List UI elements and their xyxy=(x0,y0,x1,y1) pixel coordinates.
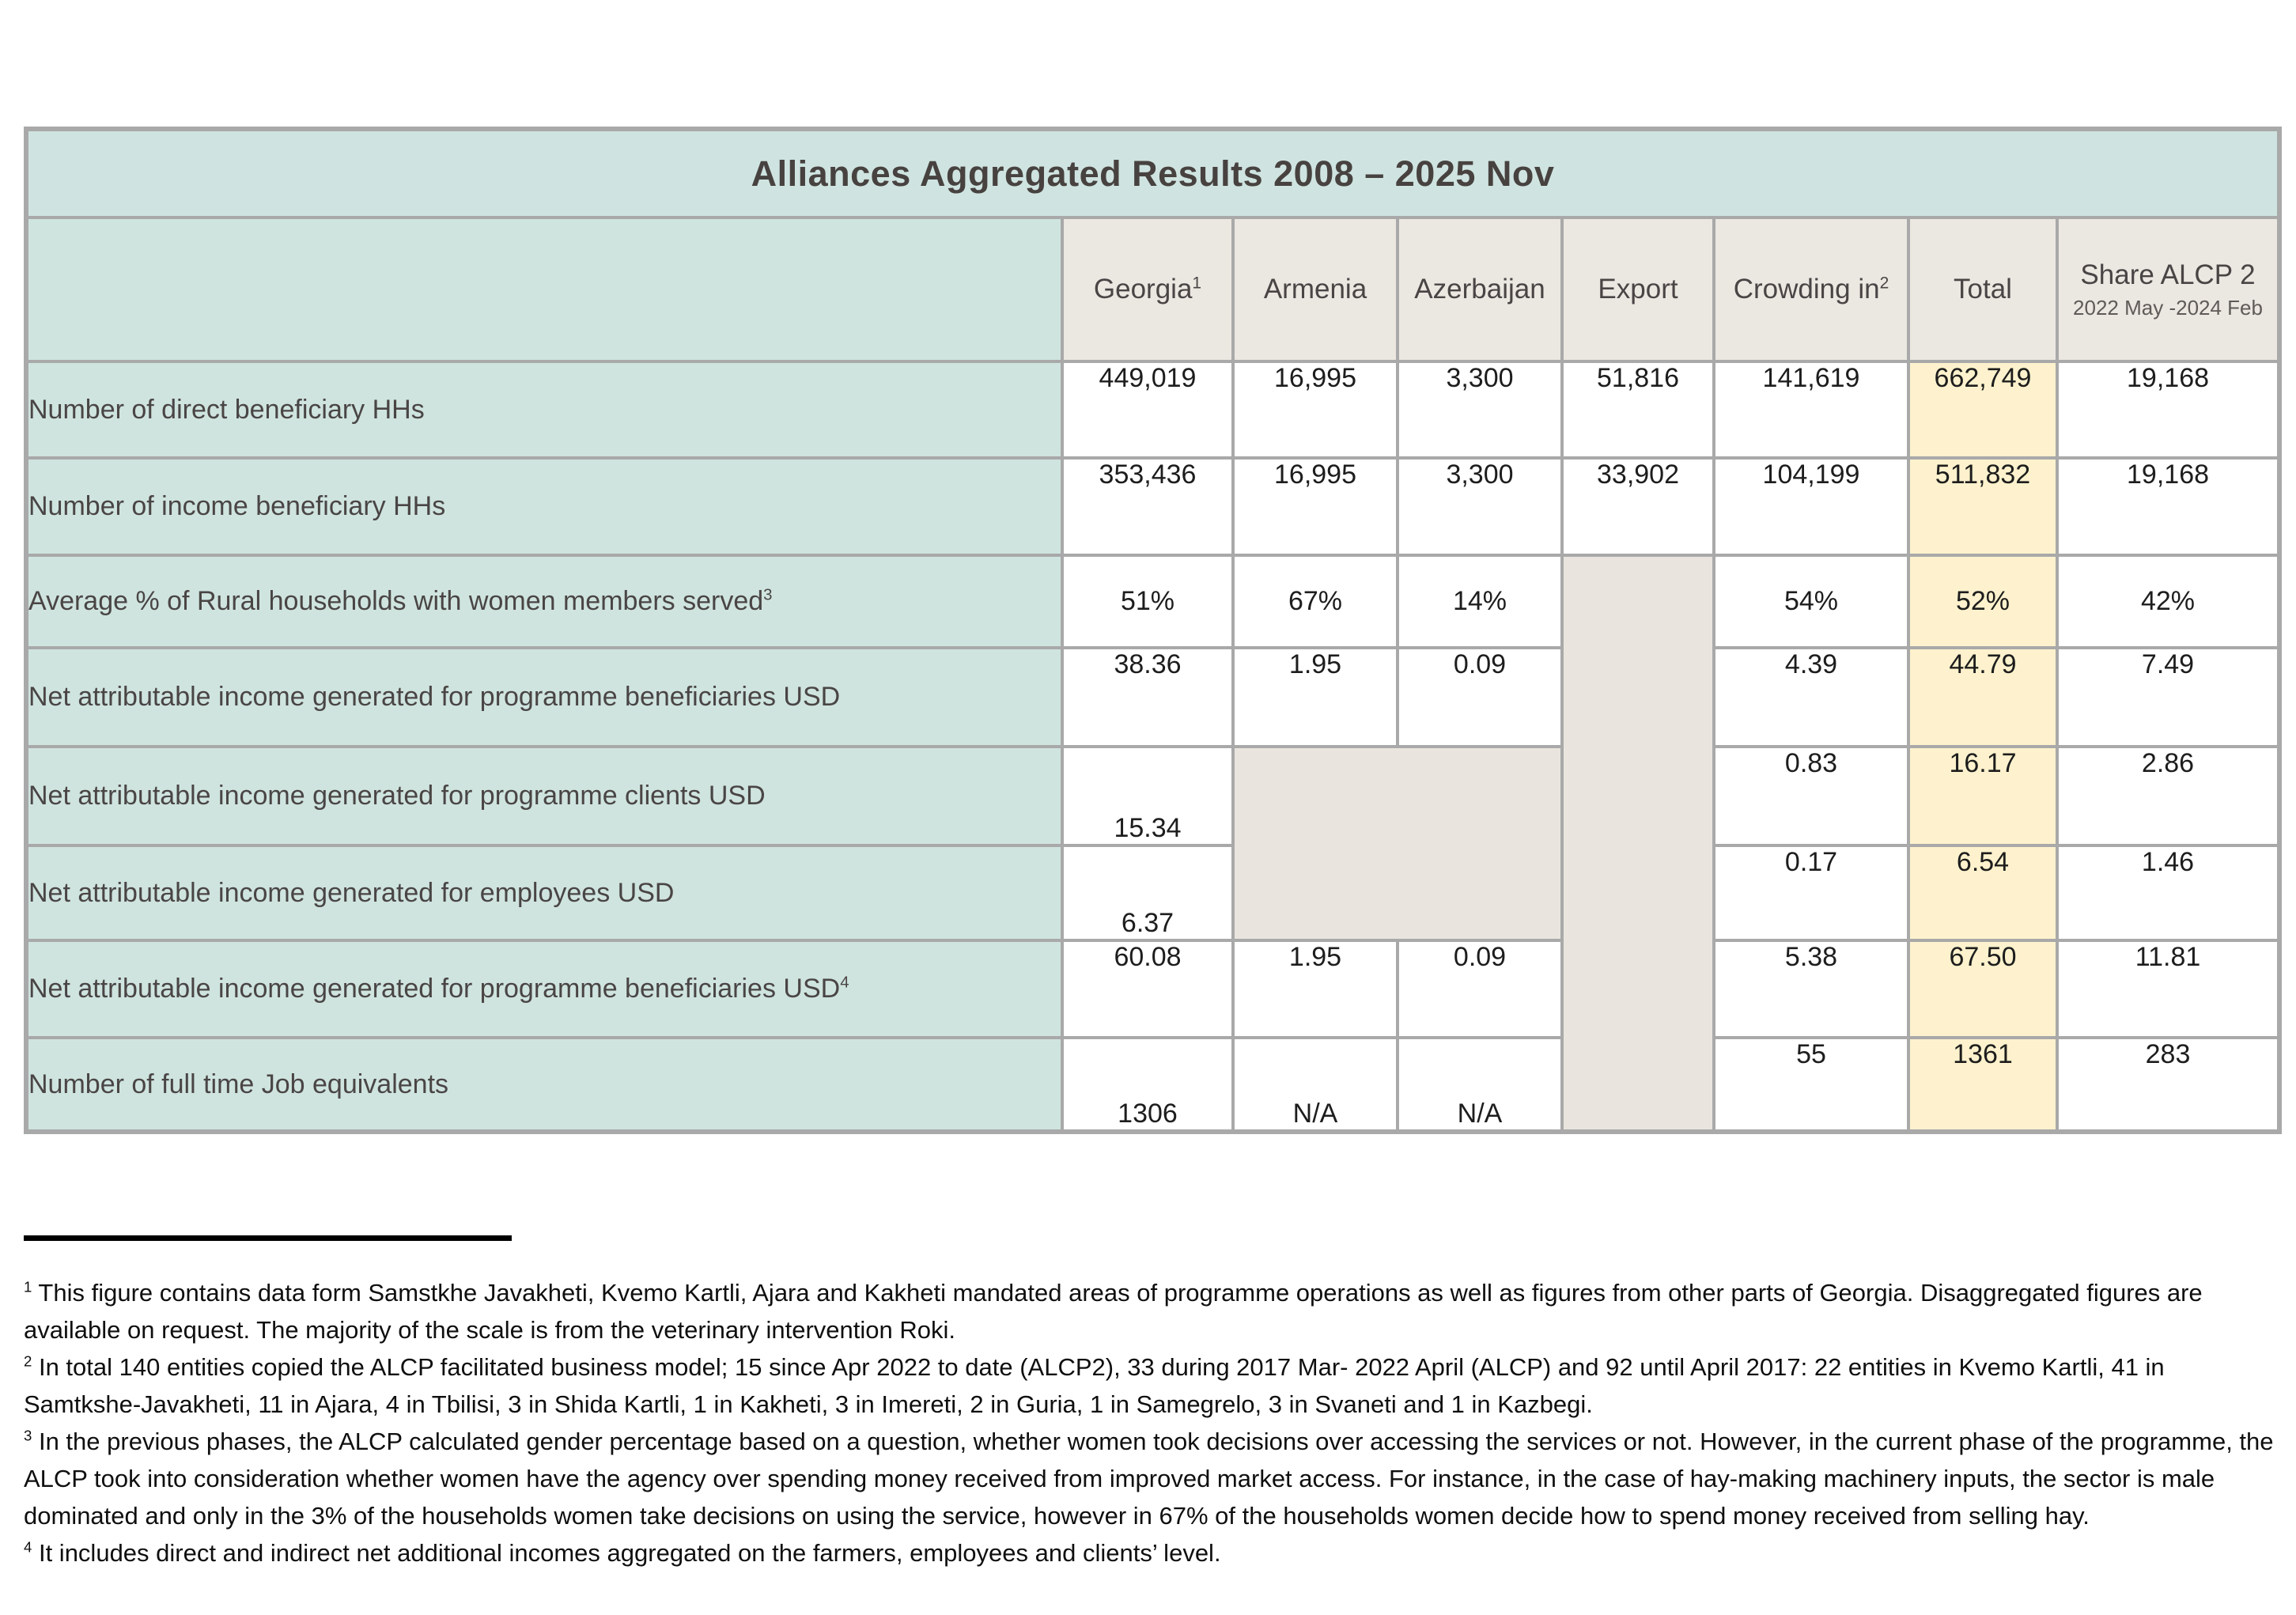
cell-armenia: 1.95 xyxy=(1231,939,1399,1039)
footnote-4-text: It includes direct and indirect net addi… xyxy=(38,1539,1221,1567)
cell-armenia: 16,995 xyxy=(1231,456,1399,557)
cell-total: 6.54 xyxy=(1907,844,2059,942)
row-label: Average % of Rural households with women… xyxy=(25,554,1064,649)
column-header-azerbaijan: Azerbaijan xyxy=(1396,216,1564,363)
footnote-2-text: In total 140 entities copied the ALCP fa… xyxy=(24,1353,2165,1418)
cell-georgia: 1306 xyxy=(1061,1036,1235,1133)
cell-share-alcp2: 11.81 xyxy=(2055,939,2282,1039)
footnote-ref-1: 1 xyxy=(1192,274,1202,293)
cell-azerbaijan: 0.09 xyxy=(1396,646,1564,748)
row-label: Net attributable income generated for pr… xyxy=(25,646,1064,748)
footnote-1: 1 This figure contains data form Samstkh… xyxy=(24,1274,2276,1348)
footnotes-section: 1 This figure contains data form Samstkh… xyxy=(24,1235,2276,1572)
row-label: Number of direct beneficiary HHs xyxy=(25,360,1064,460)
column-header-share-alcp2: Share ALCP 2 2022 May -2024 Feb xyxy=(2055,216,2282,363)
table-row: Number of income beneficiary HHs 353,436… xyxy=(25,456,2282,557)
cell-total: 44.79 xyxy=(1907,646,2059,748)
table-row: Number of full time Job equivalents 1306… xyxy=(25,1036,2282,1133)
row-label: Net attributable income generated for pr… xyxy=(25,745,1064,847)
column-header-total: Total xyxy=(1907,216,2059,363)
cell-total: 662,749 xyxy=(1907,360,2059,460)
table-title: Alliances Aggregated Results 2008 – 2025… xyxy=(24,127,2282,219)
cell-crowding-in: 104,199 xyxy=(1712,456,1910,557)
cell-total: 67.50 xyxy=(1907,939,2059,1039)
column-header-crowding-in: Crowding in2 xyxy=(1712,216,1910,363)
column-header-armenia: Armenia xyxy=(1231,216,1399,363)
cell-armenia: N/A xyxy=(1231,1036,1399,1133)
cell-armenia: 67% xyxy=(1231,554,1399,649)
footnote-4-marker: 4 xyxy=(24,1538,32,1556)
cell-georgia: 15.34 xyxy=(1061,745,1235,847)
cell-azerbaijan: 3,300 xyxy=(1396,360,1564,460)
cell-armenia: 16,995 xyxy=(1231,360,1399,460)
cell-georgia: 51% xyxy=(1061,554,1235,649)
cell-crowding-in: 141,619 xyxy=(1712,360,1910,460)
cell-share-alcp2: 283 xyxy=(2055,1036,2282,1133)
column-header-georgia: Georgia1 xyxy=(1061,216,1235,363)
cell-georgia: 6.37 xyxy=(1061,844,1235,942)
cell-georgia: 60.08 xyxy=(1061,939,1235,1039)
cell-armenia-azerbaijan-merged-empty xyxy=(1231,745,1564,942)
table-title-row: Alliances Aggregated Results 2008 – 2025… xyxy=(24,127,2282,219)
cell-crowding-in: 4.39 xyxy=(1712,646,1910,748)
table-row: Net attributable income generated for pr… xyxy=(25,939,2282,1039)
cell-share-alcp2: 7.49 xyxy=(2055,646,2282,748)
row-label: Net attributable income generated for em… xyxy=(25,844,1064,942)
cell-georgia: 353,436 xyxy=(1061,456,1235,557)
footnote-3-marker: 3 xyxy=(24,1427,32,1444)
footnote-separator-rule xyxy=(24,1235,512,1241)
footnote-1-marker: 1 xyxy=(24,1278,32,1295)
cell-georgia: 38.36 xyxy=(1061,646,1235,748)
cell-total: 1361 xyxy=(1907,1036,2059,1133)
column-header-row: Georgia1 Armenia Azerbaijan Export Crowd… xyxy=(25,216,2282,363)
table-row: Net attributable income generated for em… xyxy=(25,844,2282,942)
cell-total: 511,832 xyxy=(1907,456,2059,557)
cell-export: 51,816 xyxy=(1560,360,1715,460)
table-row: Net attributable income generated for pr… xyxy=(25,745,2282,942)
column-header-export: Export xyxy=(1560,216,1715,363)
cell-export: 33,902 xyxy=(1560,456,1715,557)
results-table: Alliances Aggregated Results 2008 – 2025… xyxy=(24,127,2283,1134)
footnote-3-text: In the previous phases, the ALCP calcula… xyxy=(24,1428,2274,1530)
cell-export-merged-empty xyxy=(1560,554,1715,1133)
row-label: Number of full time Job equivalents xyxy=(25,1036,1064,1133)
cell-crowding-in: 0.83 xyxy=(1712,745,1910,847)
cell-georgia: 449,019 xyxy=(1061,360,1235,460)
footnote-ref-3: 3 xyxy=(763,586,773,604)
footnote-2-marker: 2 xyxy=(24,1352,32,1370)
share-alcp2-date-range: 2022 May -2024 Feb xyxy=(2073,295,2263,320)
table-row: Net attributable income generated for pr… xyxy=(25,646,2282,748)
footnote-4: 4 It includes direct and indirect net ad… xyxy=(24,1534,2276,1572)
cell-share-alcp2: 42% xyxy=(2055,554,2282,649)
cell-azerbaijan: 0.09 xyxy=(1396,939,1564,1039)
table-row: Average % of Rural households with women… xyxy=(25,554,2282,1133)
cell-total: 52% xyxy=(1907,554,2059,649)
cell-total: 16.17 xyxy=(1907,745,2059,847)
column-header-empty xyxy=(25,216,1064,363)
cell-azerbaijan: N/A xyxy=(1396,1036,1564,1133)
cell-azerbaijan: 14% xyxy=(1396,554,1564,649)
footnote-ref-2: 2 xyxy=(1879,274,1889,293)
row-label: Number of income beneficiary HHs xyxy=(25,456,1064,557)
footnote-2: 2 In total 140 entities copied the ALCP … xyxy=(24,1348,2276,1423)
cell-crowding-in: 0.17 xyxy=(1712,844,1910,942)
table-row: Number of direct beneficiary HHs 449,019… xyxy=(25,360,2282,460)
cell-crowding-in: 5.38 xyxy=(1712,939,1910,1039)
cell-share-alcp2: 19,168 xyxy=(2055,456,2282,557)
cell-azerbaijan: 3,300 xyxy=(1396,456,1564,557)
cell-share-alcp2: 19,168 xyxy=(2055,360,2282,460)
footnote-1-text: This figure contains data form Samstkhe … xyxy=(24,1279,2203,1344)
row-label: Net attributable income generated for pr… xyxy=(25,939,1064,1039)
cell-crowding-in: 54% xyxy=(1712,554,1910,649)
cell-share-alcp2: 1.46 xyxy=(2055,844,2282,942)
cell-crowding-in: 55 xyxy=(1712,1036,1910,1133)
cell-share-alcp2: 2.86 xyxy=(2055,745,2282,847)
cell-armenia: 1.95 xyxy=(1231,646,1399,748)
footnote-3: 3 In the previous phases, the ALCP calcu… xyxy=(24,1423,2276,1534)
footnote-ref-4: 4 xyxy=(840,974,849,992)
